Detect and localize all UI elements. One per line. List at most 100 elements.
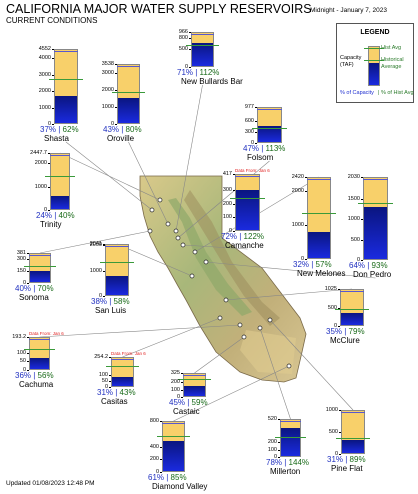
axis-tick-label: 2420 (291, 174, 304, 180)
capacity-line (341, 412, 365, 413)
axis-tick-label: 520 (267, 416, 277, 422)
pct-capacity: 38% (91, 297, 108, 306)
percent-label: 36% | 56% (15, 371, 54, 380)
axis-tick-mark (181, 373, 183, 374)
axis-tick-mark (115, 124, 117, 125)
pct-hist-avg: 89% (349, 455, 366, 464)
reservoir-name: Don Pedro (353, 270, 392, 279)
storage-fill (163, 441, 184, 471)
pct-separator: | (31, 371, 38, 380)
legend-pct-capacity-label: % of Capacity (340, 90, 374, 96)
capacity-line (29, 339, 50, 340)
axis-tick-label: 193.2 (12, 334, 26, 340)
legend-capacity-label: Capacity (TAF) (340, 55, 362, 68)
axis-tick-label: 300 (16, 256, 26, 263)
axis-tick-label: 0 (22, 367, 26, 373)
capacity-line (280, 421, 301, 422)
capacity-bar (24, 253, 56, 283)
axis-tick-mark (255, 143, 257, 144)
axis-tick-label: 0 (334, 451, 338, 457)
axis-tick-mark (255, 131, 257, 133)
reservoir-marker (192, 249, 198, 255)
storage-fill (342, 439, 364, 453)
axis-tick-label: 0 (176, 394, 180, 400)
axis-tick-mark (233, 203, 235, 205)
axis-tick-label: 50 (101, 378, 108, 385)
axis-tick-label: 1000 (291, 222, 304, 229)
axis-tick-mark (103, 296, 105, 297)
reservoir-marker (157, 197, 163, 203)
axis-tick-label: 0 (22, 280, 26, 286)
axis-tick-mark (27, 271, 29, 273)
storage-fill (184, 386, 205, 396)
pct-hist-avg: 59% (191, 398, 208, 407)
pct-capacity: 31% (97, 388, 114, 397)
axis-tick-mark (115, 107, 117, 109)
axis-tick-mark (27, 253, 29, 254)
axis-tick-label: 0 (47, 121, 51, 127)
axis-tick-mark (361, 219, 363, 221)
axis-tick-mark (160, 421, 162, 422)
pct-hist-avg: 57% (315, 260, 332, 269)
legend-hist-avg-label: Hist Avg (381, 45, 402, 51)
percent-label: 32% | 57% (293, 260, 332, 269)
capacity-line (257, 109, 282, 110)
percent-label: 31% | 43% (97, 388, 136, 397)
axis-tick-label: 0 (250, 140, 254, 146)
percent-label: 31% | 89% (327, 455, 366, 464)
axis-tick-label: 0 (273, 454, 277, 460)
storage-fill (51, 195, 69, 209)
central-valley (168, 198, 252, 316)
capacity-bar (335, 289, 369, 326)
pct-hist-avg: 40% (58, 211, 75, 220)
hist-avg-line (358, 203, 393, 205)
axis-tick-label: 2030 (347, 174, 360, 180)
axis-tick-label: 1000 (325, 407, 338, 413)
capacity-line (191, 34, 214, 35)
axis-tick-mark (361, 239, 363, 241)
percent-label: 38% | 58% (91, 297, 130, 306)
axis-tick-label: 600 (244, 117, 254, 124)
axis-tick-label: 4000 (38, 55, 51, 62)
axis-tick-mark (48, 153, 50, 154)
leader-line (128, 141, 169, 225)
axis-tick-mark (27, 337, 29, 338)
axis-tick-label: 4552 (38, 46, 51, 52)
percent-label: 64% | 93% (349, 261, 388, 270)
axis-tick-mark (278, 457, 280, 458)
axis-tick-label: 2000 (38, 88, 51, 95)
axis-tick-label: 325 (170, 370, 180, 376)
pct-separator: | (52, 211, 59, 220)
capacity-bar (275, 419, 306, 457)
axis-tick-mark (278, 442, 280, 444)
axis-tick-mark (189, 38, 191, 39)
axis-tick-mark (27, 352, 29, 354)
leader-line (259, 327, 291, 420)
data-date-note: Data From: Jan 6 (29, 331, 64, 336)
pct-capacity: 43% (103, 125, 120, 134)
pct-separator: | (119, 125, 126, 134)
axis-tick-label: 200 (149, 456, 159, 463)
storage-fill (364, 207, 387, 259)
pct-hist-avg: 112% (199, 68, 220, 77)
axis-tick-label: 300 (222, 186, 232, 193)
reservoir-name: San Luis (95, 306, 127, 315)
hist-avg-line (186, 45, 219, 47)
data-date-note: Data From: Jan 6 (111, 351, 146, 356)
axis-tick-label: 0 (300, 256, 304, 262)
axis-tick-label: 400 (149, 443, 159, 450)
axis-tick-label: 3538 (101, 61, 114, 67)
percent-label: 37% | 62% (40, 125, 79, 134)
capacity-line (235, 176, 260, 177)
pct-hist-avg: 93% (371, 261, 388, 270)
pct-hist-avg: 79% (348, 327, 365, 336)
pct-capacity: 78% (266, 458, 283, 467)
leader-line (194, 336, 245, 374)
storage-fill (106, 276, 128, 295)
axis-tick-label: 381 (16, 250, 26, 256)
reservoir-marker (175, 235, 181, 241)
axis-tick-mark (115, 90, 117, 92)
leader-line (205, 261, 376, 279)
axis-tick-label: 500 (178, 45, 188, 52)
